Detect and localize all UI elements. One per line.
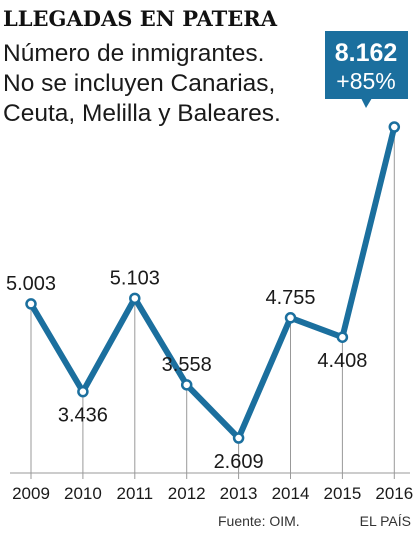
x-tick-label-2012: 2012 [168,484,206,503]
data-point-2012 [180,379,193,391]
data-label-2012: 3.558 [162,354,212,376]
source-note: Fuente: OIM. [218,513,300,529]
x-tick-label-2010: 2010 [64,484,102,503]
x-tick-label-2011: 2011 [117,484,154,503]
data-label-2014: 4.755 [265,287,315,309]
series-line [28,124,398,441]
x-tick-label-2015: 2015 [323,484,361,503]
data-label-2011: 5.103 [110,267,160,289]
data-markers [25,121,401,444]
chart-subtitle-line-2: No se incluyen Canarias, [3,70,275,97]
data-point-2009 [25,298,37,310]
data-label-2015: 4.408 [317,350,367,372]
chart-title: LLEGADAS EN PATERA [3,6,278,31]
chart-subtitle-line-3: Ceuta, Melilla y Baleares. [3,100,281,127]
data-point-2010 [77,385,89,398]
data-label-2009: 5.003 [6,273,56,295]
x-tick-label-2009: 2009 [12,484,50,503]
data-point-2013 [232,432,245,444]
data-point-2014 [284,312,297,324]
x-tick-label-2016: 2016 [375,484,413,503]
x-tick-label-2014: 2014 [272,484,310,503]
publisher-credit: EL PAÍS [360,513,411,529]
chart-subtitle-line-1: Número de inmigrantes. [3,40,264,67]
data-labels: 5.003 3.436 5.103 3.558 2.609 4.755 4.408 [6,267,367,473]
highlight-change: +85% [336,68,395,94]
highlight-value: 8.162 [335,39,398,67]
highlight-callout: 8.162 +85% [325,31,408,108]
x-tick-label-2013: 2013 [220,484,258,503]
data-label-2013: 2.609 [214,451,264,473]
data-point-2011 [129,292,141,305]
x-axis: 2009 2010 2011 2012 2013 2014 2015 2016 [10,472,413,503]
drop-lines [30,127,395,473]
data-point-2015 [336,331,349,343]
highlight-box [325,31,408,99]
data-label-2010: 3.436 [58,405,108,427]
highlight-pointer [361,98,372,108]
data-point-2016 [388,121,401,133]
